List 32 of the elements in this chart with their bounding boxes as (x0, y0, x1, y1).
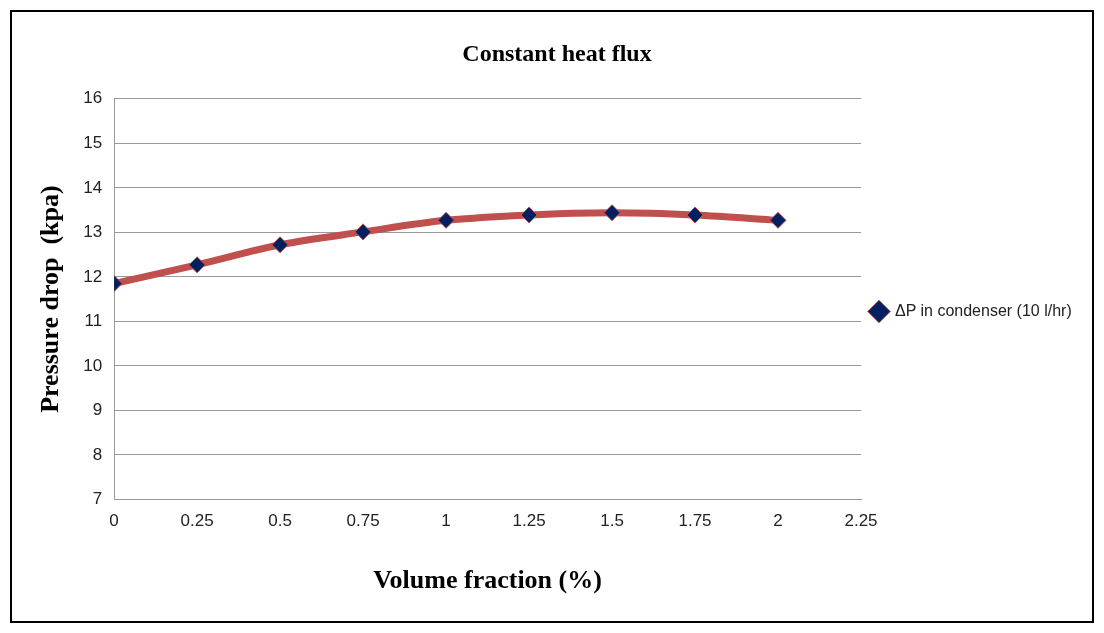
x-tick-label: 0.5 (268, 511, 292, 531)
x-tick-label: 1 (441, 511, 451, 531)
x-tick-label: 0.25 (180, 511, 214, 531)
y-tick-label: 12 (83, 266, 103, 286)
point (188, 256, 206, 274)
x-tick-label: 1.75 (678, 511, 712, 531)
point (271, 236, 289, 254)
legend-label: ΔP in condenser (10 l/hr) (895, 301, 1072, 319)
y-tick-label: 9 (92, 400, 103, 420)
point (437, 211, 455, 229)
y-tick-label: 7 (92, 489, 103, 509)
x-tick-label: 1.25 (512, 511, 546, 531)
y-tick-label: 10 (83, 355, 103, 375)
point (603, 204, 621, 222)
y-tick-label: 14 (83, 177, 103, 197)
x-tick-label: 0.75 (346, 511, 380, 531)
x-axis-title: Volume fraction (%) (373, 565, 602, 595)
x-tick-label: 1.5 (600, 511, 624, 531)
y-tick-label: 11 (84, 311, 103, 331)
x-tick-label: 2 (773, 511, 783, 531)
y-tick-label: 16 (83, 88, 103, 108)
y-tick-label: 15 (83, 133, 103, 152)
point (520, 206, 538, 224)
y-axis-title: Pressure drop (kpa) (35, 185, 65, 413)
y-tick-label: 13 (83, 222, 103, 242)
x-tick-label: 2.25 (844, 511, 878, 531)
point (686, 206, 704, 224)
y-tick-label: 8 (92, 444, 103, 464)
point (769, 211, 787, 229)
x-tick-label: 0 (109, 511, 119, 531)
chart-title: Constant heat flux (462, 39, 652, 66)
point (354, 223, 372, 241)
